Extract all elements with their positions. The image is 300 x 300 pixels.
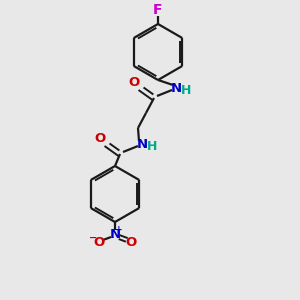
Text: N: N (170, 82, 182, 94)
Text: N: N (110, 227, 121, 241)
Text: H: H (181, 85, 191, 98)
Text: N: N (136, 137, 148, 151)
Text: H: H (147, 140, 157, 154)
Text: O: O (94, 133, 106, 146)
Text: +: + (115, 226, 123, 235)
Text: O: O (128, 76, 140, 89)
Text: O: O (93, 236, 105, 248)
Text: −: − (89, 233, 97, 243)
Text: O: O (125, 236, 136, 248)
Text: F: F (153, 3, 163, 17)
